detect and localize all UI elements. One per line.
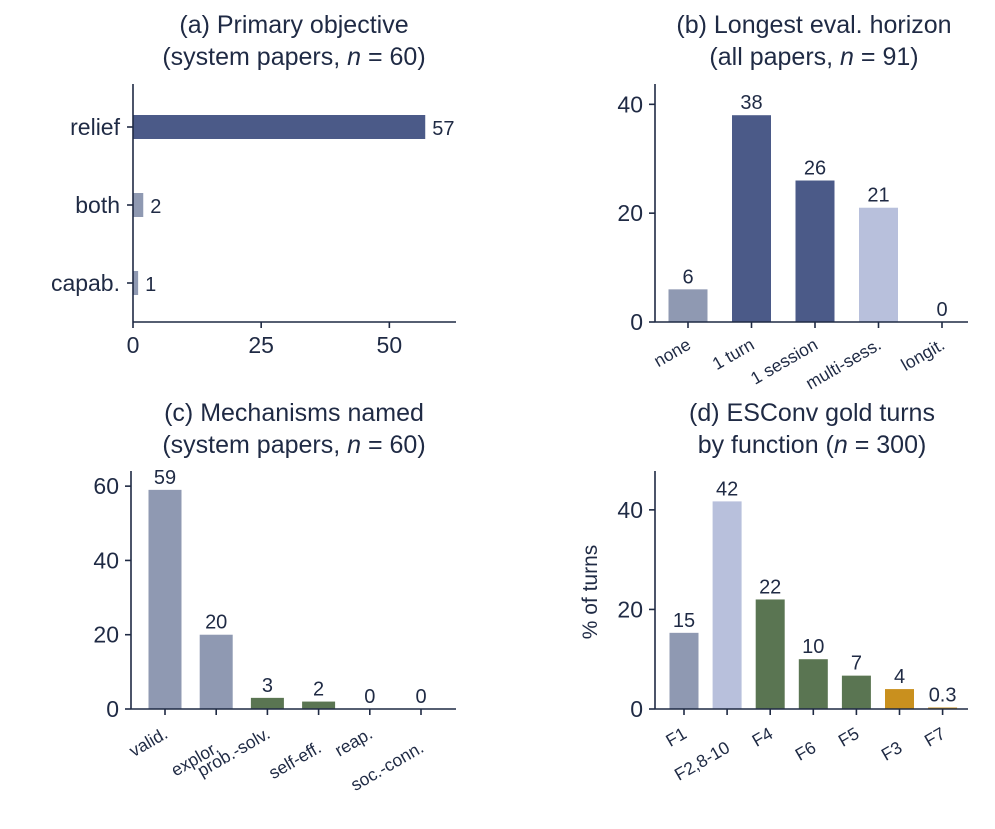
chart-b-title-line-1: (b) Longest eval. horizon [676,11,951,39]
chart-b-value-label-3: 26 [804,158,826,180]
chart-b-value-label-2: 38 [740,92,762,114]
chart-c-bar-2 [199,634,233,709]
chart-b-value-label-1: 6 [682,266,693,288]
chart-d-value-label-5: 7 [851,653,862,675]
chart-d-ytick-label-2: 20 [617,596,643,622]
chart-b-bar-4 [859,207,898,322]
chart-c: (c) Mechanisms named (system papers, n = … [93,399,456,795]
chart-d-value-label-4: 10 [802,636,824,658]
chart-d-y-axis-label: % of turns [579,545,602,640]
chart-a-value-label-1: 57 [432,118,454,140]
chart-d-title-line-2: by function (n = 300) [698,431,927,459]
chart-c-category-label-5: reap. [331,723,376,760]
chart-c-category-label-4: self-eff. [265,737,324,783]
chart-d-ytick-label-1: 0 [630,696,643,722]
chart-c-bar-3 [250,697,284,709]
chart-d-title-line-1: (d) ESConv gold turns [689,399,935,427]
chart-a-value-label-3: 1 [145,274,156,296]
chart-c-value-label-5: 0 [364,686,375,708]
chart-d-value-label-2: 42 [716,478,738,500]
chart-b: (b) Longest eval. horizon (all papers, n … [617,11,968,393]
chart-c-value-label-1: 59 [154,467,176,489]
chart-d-category-label-6: F3 [878,737,906,765]
chart-d-value-label-7: 0.3 [929,685,957,707]
chart-d-category-label-7: F7 [921,723,949,751]
chart-c-title-line-1: (c) Mechanisms named [164,399,424,427]
chart-b-bar-1 [668,289,708,322]
chart-d-category-label-3: F4 [749,723,777,751]
chart-b-bar-3 [795,180,835,322]
chart-d-category-label-1: F1 [662,723,690,751]
chart-c-value-label-2: 20 [205,612,227,634]
chart-b-category-label-5: longit. [898,334,948,375]
chart-d-category-label-5: F5 [835,723,863,751]
chart-c-ytick-label-1: 0 [106,696,119,722]
chart-c-ytick-label-3: 40 [93,547,119,573]
chart-d-bar-2 [712,501,742,709]
chart-b-bar-2 [732,115,771,322]
chart-c-title-line-2: (system papers, n = 60) [162,431,425,459]
chart-a-bar-2 [133,193,144,217]
chart-b-value-label-5: 0 [936,299,947,321]
chart-d-bar-5 [841,675,871,709]
chart-a-category-label-2: both [75,192,120,218]
chart-a-value-label-2: 2 [150,196,161,218]
chart-d-bar-6 [885,689,914,709]
chart-d-bar-4 [798,659,828,709]
chart-c-bar-4 [302,701,336,709]
chart-a-bar-1 [133,115,426,139]
chart-b-title-line-2: (all papers, n = 91) [709,43,918,71]
chart-c-ytick-label-4: 60 [93,473,119,499]
chart-c-value-label-6: 0 [415,686,426,708]
chart-d-category-label-4: F6 [792,737,820,765]
chart-d-bar-1 [669,632,699,709]
chart-a-xtick-label-1: 0 [127,332,140,358]
chart-c-value-label-4: 2 [313,679,324,701]
chart-c-category-label-1: valid. [126,723,171,761]
chart-a-xtick-label-2: 25 [248,332,274,358]
chart-a-bar-3 [133,271,139,295]
chart-a-category-label-3: capab. [51,270,120,296]
chart-b-ytick-label-1: 0 [630,309,643,335]
chart-b-value-label-4: 21 [867,185,889,207]
chart-d-bar-3 [755,599,785,709]
chart-b-category-label-1: none [650,334,694,371]
chart-d-ytick-label-3: 40 [617,497,643,523]
chart-a-title-line-2: (system papers, n = 60) [162,43,425,71]
chart-b-ytick-label-2: 20 [617,200,643,226]
chart-d-value-label-3: 22 [759,576,781,598]
chart-c-ytick-label-2: 20 [93,622,119,648]
chart-d-value-label-1: 15 [673,610,695,632]
chart-d: (d) ESConv gold turns by function (n = 30… [579,399,968,785]
chart-a-xtick-label-3: 50 [377,332,403,358]
chart-a-title-line-1: (a) Primary objective [179,11,408,39]
chart-a: (a) Primary objective (system papers, n =… [51,11,456,358]
chart-d-value-label-6: 4 [894,666,905,688]
chart-b-category-label-2: 1 turn [709,334,758,374]
chart-a-category-label-1: relief [70,114,120,140]
chart-b-ytick-label-3: 40 [617,91,643,117]
chart-c-value-label-3: 3 [262,675,273,697]
chart-c-bar-1 [148,489,182,709]
